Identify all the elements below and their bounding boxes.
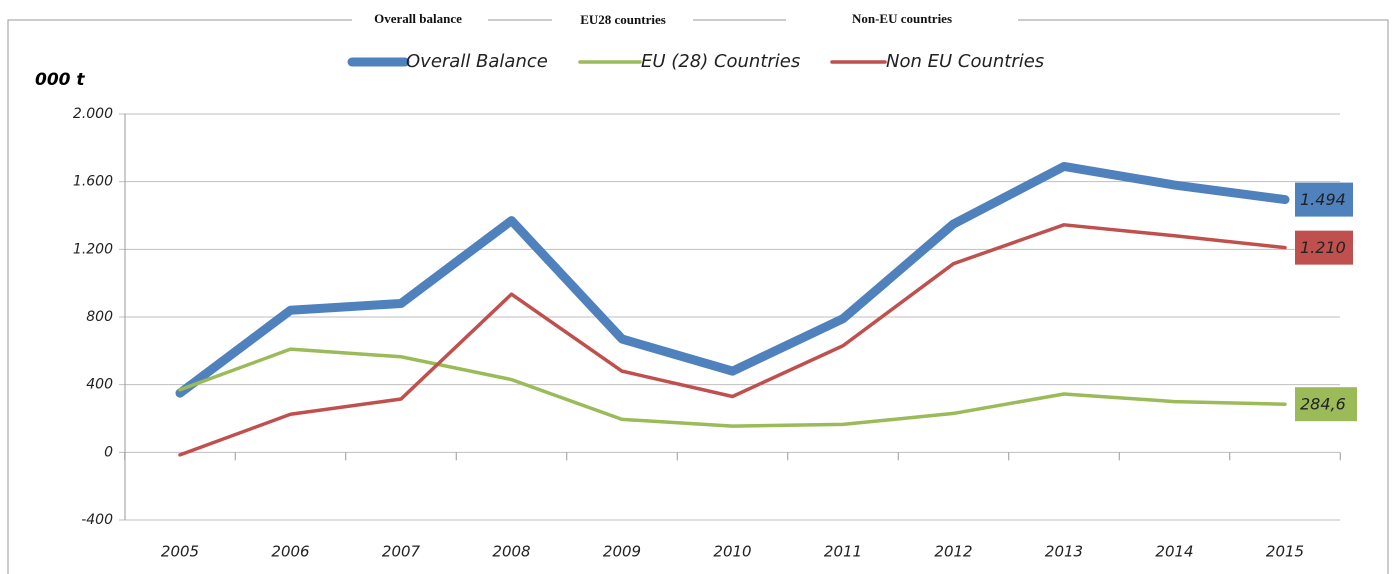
y-tick-label: 400 <box>86 377 113 393</box>
x-tick-label: 2015 <box>1266 543 1304 561</box>
header-label: Non-EU countries <box>852 11 952 26</box>
x-tick-label: 2012 <box>934 543 972 561</box>
x-tick-label: 2005 <box>161 543 199 561</box>
frame <box>7 19 1389 574</box>
legend-label: Non EU Countries <box>886 51 1044 72</box>
y-tick-label: 800 <box>86 309 113 325</box>
legend-label: EU (28) Countries <box>641 51 800 72</box>
value-label: 1.494 <box>1300 190 1346 209</box>
series-line <box>178 347 1287 428</box>
y-tick-label: 0 <box>104 444 113 460</box>
y-tick-label: 2.000 <box>73 106 113 122</box>
x-tick-label: 2010 <box>713 543 751 561</box>
series-line <box>175 161 1290 398</box>
value-label-box <box>1295 230 1353 265</box>
x-tick-label: 2008 <box>492 543 530 561</box>
y-tick-label: 1.600 <box>73 174 113 190</box>
header-label: EU28 countries <box>580 12 666 27</box>
series-line <box>178 223 1287 457</box>
value-label: 1.210 <box>1300 238 1346 257</box>
header-label: Overall balance <box>374 11 462 26</box>
x-tick-label: 2009 <box>603 543 641 561</box>
legend-label: Overall Balance <box>406 51 548 72</box>
y-tick-label: -400 <box>81 512 113 528</box>
y-tick-label: 1.200 <box>73 241 113 257</box>
x-tick-label: 2013 <box>1045 543 1083 561</box>
x-tick-label: 2007 <box>382 543 421 561</box>
x-tick-label: 2011 <box>824 543 862 561</box>
value-label-box <box>1295 182 1353 217</box>
value-label: 284,6 <box>1300 395 1346 414</box>
value-label-box <box>1295 387 1357 422</box>
x-tick-label: 2006 <box>271 543 309 561</box>
y-axis-label: 000 t <box>35 70 85 90</box>
x-tick-label: 2014 <box>1155 543 1193 561</box>
